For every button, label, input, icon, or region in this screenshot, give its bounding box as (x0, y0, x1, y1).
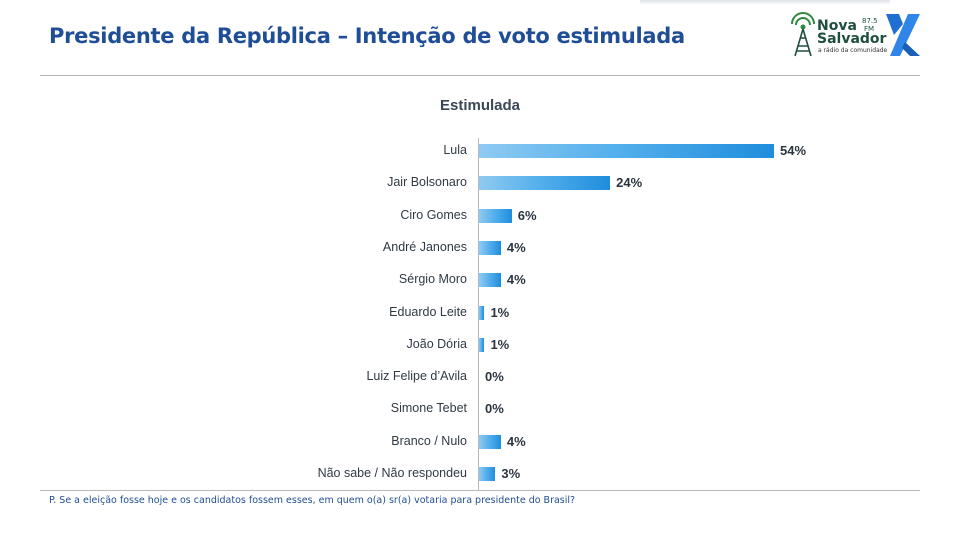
radio-tower-icon (791, 12, 815, 57)
logo-fm: FM (864, 25, 875, 33)
value-label: 0% (485, 369, 504, 385)
value-label: 0% (485, 401, 504, 417)
logo-nova-text: Nova (817, 18, 857, 34)
category-label: Eduardo Leite (389, 304, 467, 319)
bar (479, 467, 496, 481)
bar (479, 434, 501, 449)
bar (479, 208, 512, 223)
category-label: Não sabe / Não respondeu (317, 466, 467, 480)
category-label: Simone Tebet (390, 401, 467, 416)
bar (479, 305, 485, 320)
bar (479, 176, 611, 191)
header-divider (40, 75, 920, 76)
bar (479, 273, 501, 288)
category-axis-line (478, 138, 479, 490)
value-label: 6% (517, 207, 537, 223)
value-label: 3% (501, 466, 521, 481)
value-label: 1% (490, 336, 510, 352)
value-label: 4% (506, 239, 526, 255)
value-label: 4% (506, 433, 526, 449)
footer-divider (40, 490, 920, 491)
category-label: André Janones (382, 239, 467, 254)
bar (479, 337, 485, 352)
chart-title: Estimulada (439, 97, 521, 114)
category-label: Lula (443, 143, 467, 157)
x-logo-icon (886, 14, 920, 56)
logo-frequency: 87.5 (862, 17, 878, 25)
category-label: Ciro Gomes (400, 207, 467, 222)
value-label: 1% (490, 304, 510, 320)
logo-tagline: a rádio da comunidade (818, 47, 888, 54)
bar (479, 144, 774, 158)
question-footnote: P. Se a eleição fosse hoje e os candidat… (49, 495, 576, 506)
value-label: 54% (780, 143, 807, 158)
category-label: Luiz Felipe d’Avila (366, 369, 467, 384)
value-label: 4% (506, 272, 526, 288)
page-title: Presidente da República – Intenção de vo… (49, 24, 685, 48)
category-label: Sérgio Moro (398, 272, 467, 287)
category-label: Jair Bolsonaro (387, 175, 467, 190)
logo-salvador-text: Salvador (817, 31, 887, 47)
value-label: 24% (616, 175, 643, 191)
bar (479, 240, 501, 255)
top-shadow (640, 0, 890, 5)
category-label: Branco / Nulo (391, 433, 467, 448)
nova-salvador-logo: Nova 87.5 FM Salvador a rádio da comunid… (788, 10, 887, 60)
category-label: João Dória (406, 336, 467, 351)
